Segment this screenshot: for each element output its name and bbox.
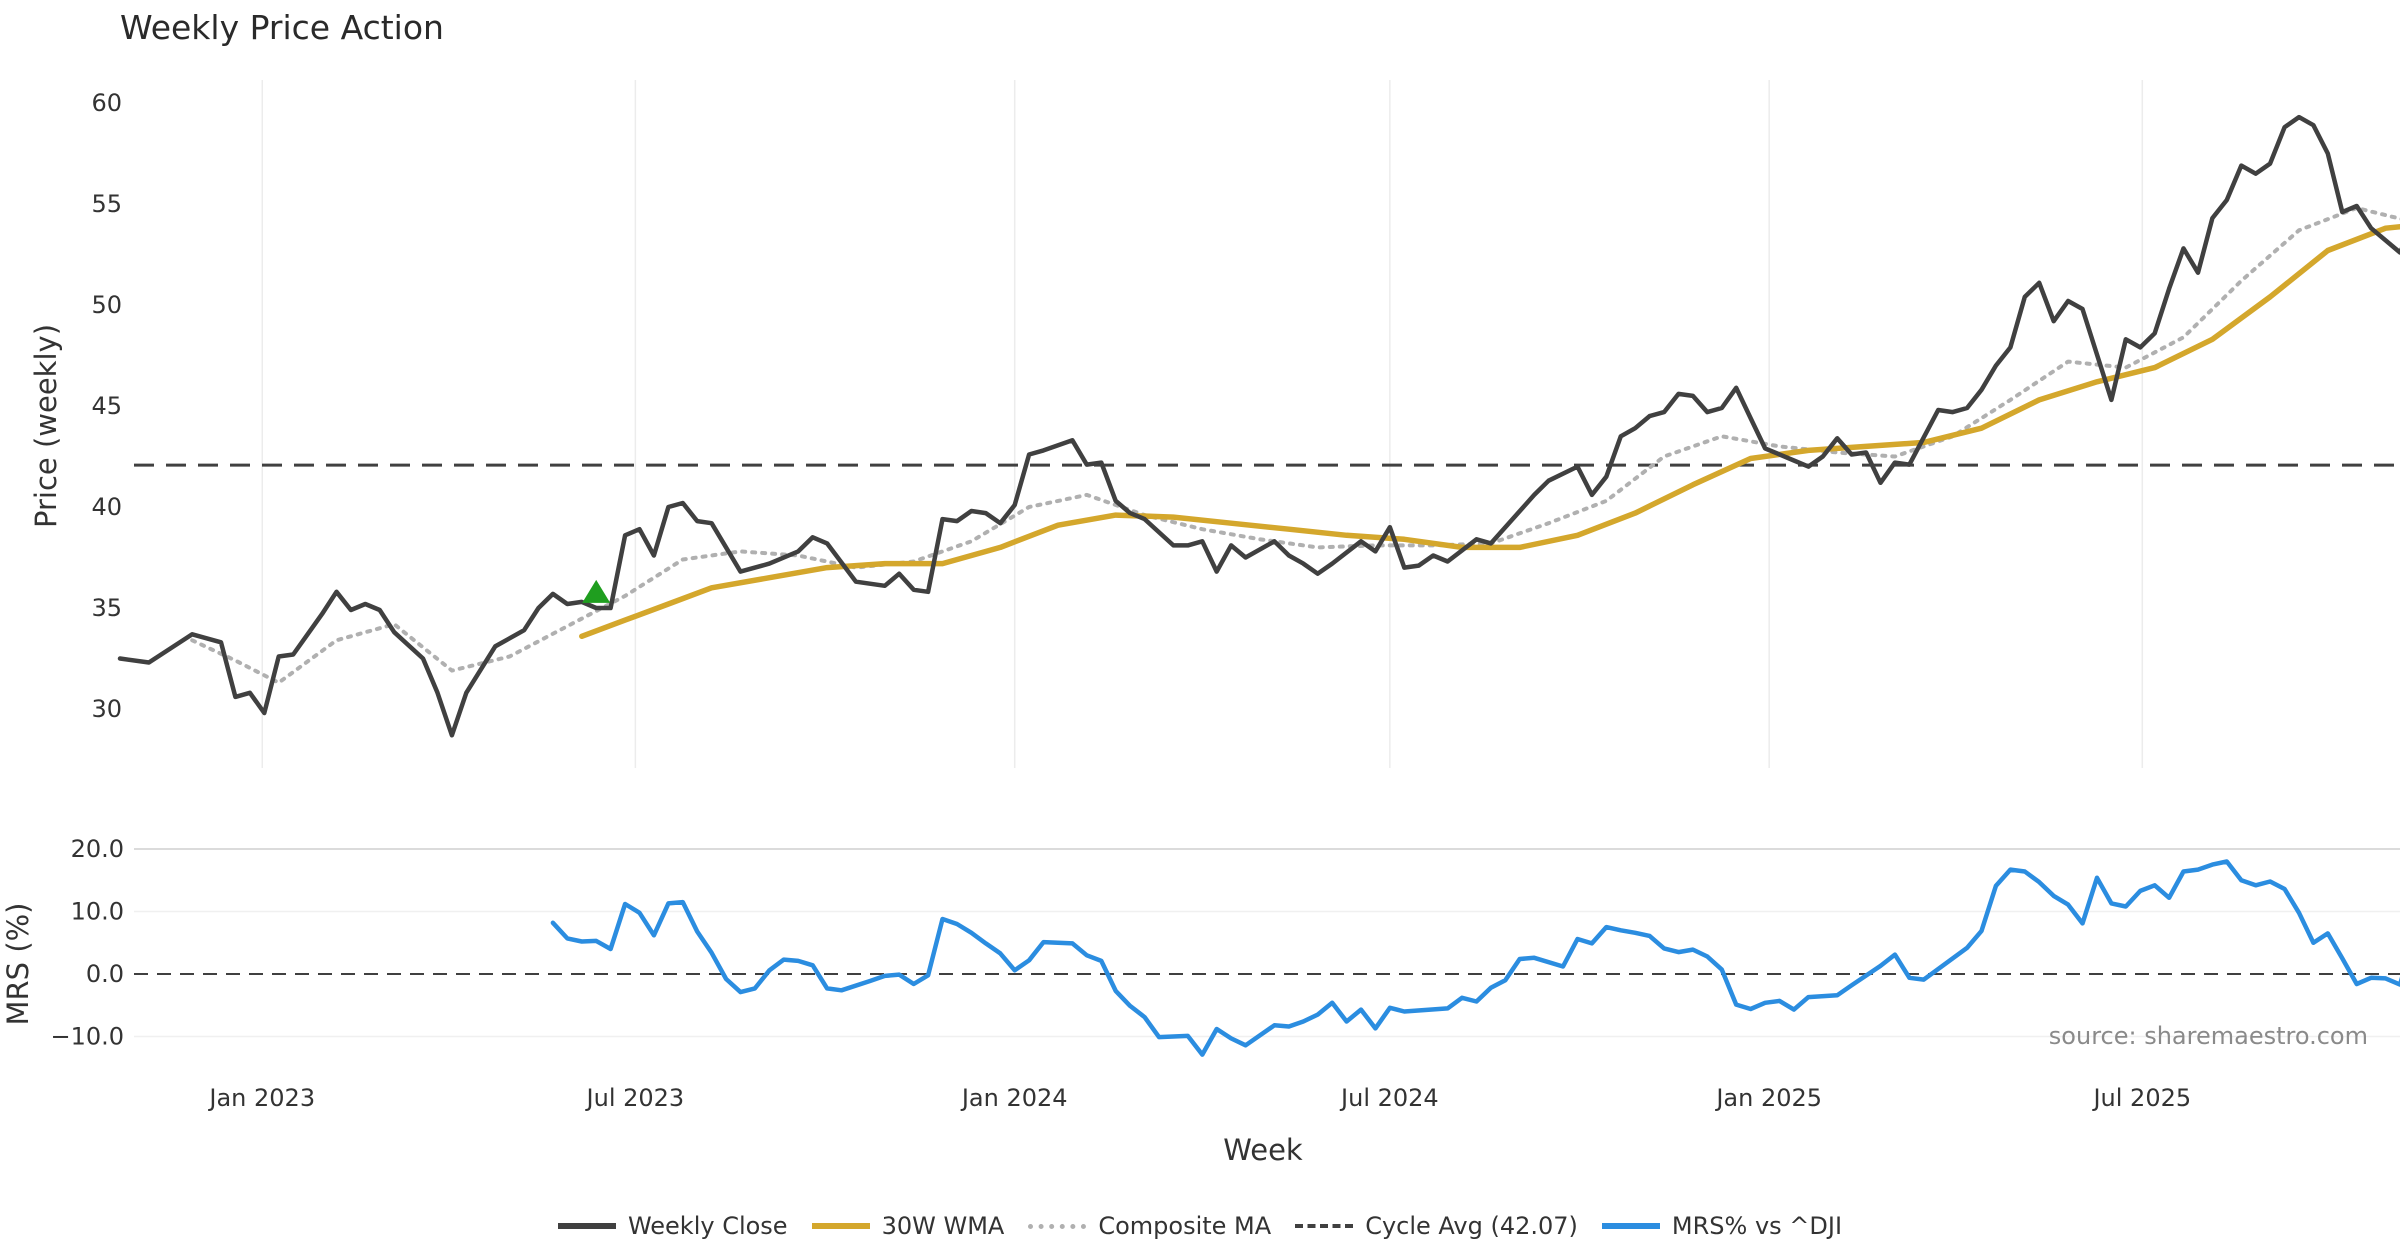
legend-swatch (1601, 1223, 1660, 1229)
legend: Weekly Close 30W WMA Composite MA Cycle Avg… (0, 1212, 2400, 1240)
price-y-tick-label: 60 (91, 89, 122, 117)
price-y-tick-label: 45 (91, 392, 122, 420)
legend-label: Weekly Close (627, 1212, 788, 1240)
legend-label: Cycle Avg (42.07) (1365, 1212, 1578, 1240)
x-tick-label: Jan 2025 (1714, 1084, 1822, 1112)
legend-swatch (1028, 1223, 1087, 1229)
legend-item: Cycle Avg (42.07) (1295, 1212, 1578, 1240)
x-axis-title: Week (1223, 1133, 1303, 1167)
mrs-y-tick-label: 10.0 (71, 898, 124, 926)
mrs-y-tick-label: 20.0 (71, 835, 124, 863)
mrs-y-axis-title: MRS (%) (1, 903, 35, 1026)
mrs-series (550, 859, 2400, 1057)
price-y-tick-label: 35 (91, 594, 122, 622)
legend-item: Composite MA (1028, 1212, 1271, 1240)
source-note: source: sharemaestro.com (2049, 1022, 2368, 1050)
mrs-line (550, 859, 2400, 1057)
legend-label: 30W WMA (881, 1212, 1005, 1240)
price-y-tick-label: 40 (91, 493, 122, 521)
legend-swatch (811, 1223, 870, 1229)
legend-item: Weekly Close (557, 1212, 788, 1240)
weekly-close-line (117, 114, 2400, 738)
mrs-y-tick-label: −10.0 (50, 1023, 124, 1051)
price-y-axis: 30 35 40 45 50 55 60 (91, 89, 122, 723)
legend-label: MRS% vs ^DJI (1671, 1212, 1843, 1240)
x-tick-label: Jul 2024 (1339, 1084, 1439, 1112)
x-axis: Jan 2023 Jul 2023 Jan 2024 Jul 2024 Jan 2025… (207, 1084, 2191, 1112)
price-y-tick-label: 50 (91, 291, 122, 319)
legend-item: 30W WMA (811, 1212, 1005, 1240)
price-y-tick-label: 30 (91, 695, 122, 723)
30w-wma-line (579, 223, 2400, 640)
price-grid (261, 80, 2144, 768)
legend-item: MRS% vs ^DJI (1601, 1212, 1843, 1240)
mrs-grid (134, 848, 2400, 1038)
x-tick-label: Jul 2023 (585, 1084, 685, 1112)
chart-canvas: 30 35 40 45 50 55 60 20.0 10.0 0.0 −10.0 Jan 2023… (1, 80, 2400, 1167)
x-tick-label: Jan 2024 (960, 1084, 1068, 1112)
price-series (117, 114, 2400, 738)
chart-title: Weekly Price Action (120, 8, 444, 47)
price-y-tick-label: 55 (91, 190, 122, 218)
x-tick-label: Jul 2025 (2091, 1084, 2191, 1112)
price-y-axis-title: Price (weekly) (29, 324, 63, 528)
mrs-y-axis: 20.0 10.0 0.0 −10.0 (50, 835, 124, 1051)
mrs-y-tick-label: 0.0 (86, 960, 124, 988)
legend-swatch (557, 1223, 616, 1229)
composite-ma-line (190, 206, 2400, 685)
legend-label: Composite MA (1098, 1212, 1272, 1240)
x-tick-label: Jan 2023 (207, 1084, 315, 1112)
legend-swatch (1295, 1224, 1354, 1228)
buy-signal-marker (582, 579, 611, 603)
